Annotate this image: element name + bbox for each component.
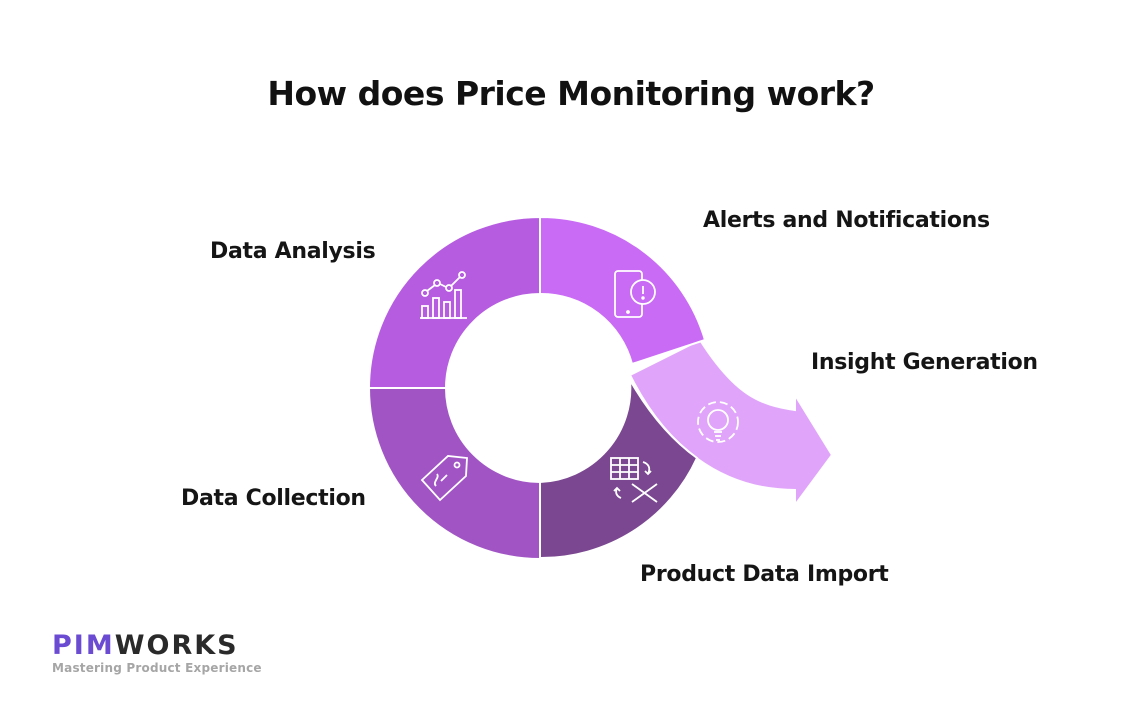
mobile-alert-icon xyxy=(614,270,656,318)
step-label-data-analysis: Data Analysis xyxy=(210,239,376,264)
logo-tagline: Mastering Product Experience xyxy=(52,661,262,675)
chart-analytics-icon xyxy=(420,271,467,319)
lightbulb-gear-icon xyxy=(697,401,739,443)
segment-alerts-notifications xyxy=(539,215,707,366)
price-tag-icon xyxy=(420,455,468,502)
step-label-product-data-import: Product Data Import xyxy=(640,562,889,587)
step-label-alerts-notifications: Alerts and Notifications xyxy=(703,208,990,233)
logo-brand-part2: WORKS xyxy=(114,630,239,661)
step-label-insight-generation: Insight Generation xyxy=(811,350,1038,375)
logo-brand-part1: PIM xyxy=(52,630,115,661)
page-title: How does Price Monitoring work? xyxy=(267,74,875,113)
segment-data-collection xyxy=(367,387,541,561)
spreadsheet-import-icon xyxy=(610,457,658,503)
segment-product-data-import xyxy=(539,379,699,560)
pimworks-logo: PIMWORKS Mastering Product Experience xyxy=(52,630,262,676)
step-label-data-collection: Data Collection xyxy=(181,486,366,511)
